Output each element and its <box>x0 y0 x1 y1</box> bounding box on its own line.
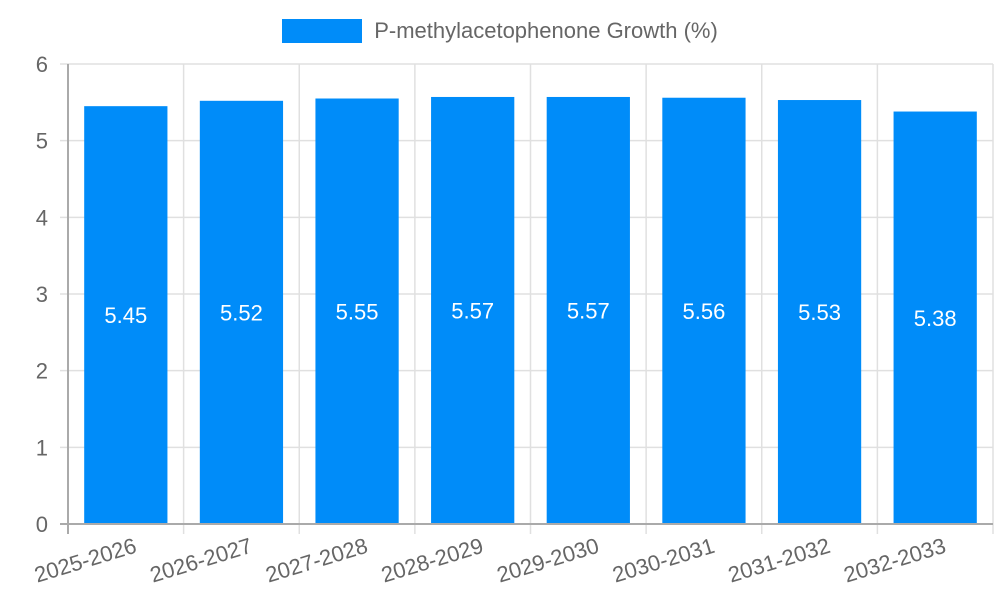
x-tick-label: 2029-2030 <box>494 533 602 588</box>
data-labels: 5.45 5.52 5.55 5.57 5.57 5.56 5.53 5.38 <box>104 298 956 330</box>
y-tick-label: 2 <box>36 359 48 384</box>
bar[interactable] <box>662 97 746 524</box>
bar[interactable] <box>315 98 399 525</box>
bar-value-label: 5.53 <box>798 300 841 325</box>
x-tick-label: 2032-2033 <box>841 533 949 588</box>
x-tick-label: 2026-2027 <box>147 533 255 588</box>
chart-legend: P-methylacetophenone Growth (%) <box>0 18 1000 44</box>
legend-swatch[interactable] <box>282 19 363 43</box>
bar[interactable] <box>84 106 168 525</box>
x-tick-label: 2030-2031 <box>609 533 717 588</box>
bar-value-label: 5.57 <box>567 298 610 323</box>
bar-value-label: 5.57 <box>451 298 494 323</box>
bar-value-label: 5.55 <box>336 299 379 324</box>
y-tick-label: 0 <box>36 512 48 537</box>
x-tick-label: 2028-2029 <box>378 533 486 588</box>
bar[interactable] <box>777 100 862 525</box>
bar-value-label: 5.38 <box>914 306 957 331</box>
bar[interactable] <box>199 100 284 525</box>
bars <box>84 96 977 525</box>
bar[interactable] <box>546 96 630 524</box>
y-tick-label: 1 <box>36 435 48 460</box>
bar-value-label: 5.52 <box>220 300 263 325</box>
y-tick-label: 3 <box>36 282 48 307</box>
bar[interactable] <box>431 96 515 524</box>
y-tick-label: 6 <box>36 52 48 77</box>
x-tick-label: 2027-2028 <box>263 533 371 588</box>
legend-label: P-methylacetophenone Growth (%) <box>374 18 718 43</box>
x-tick-label: 2025-2026 <box>31 533 139 588</box>
bar-value-label: 5.56 <box>683 299 726 324</box>
bar[interactable] <box>893 111 977 525</box>
y-tick-label: 4 <box>36 205 48 230</box>
y-tick-label: 5 <box>36 129 48 154</box>
bar-value-label: 5.45 <box>104 303 147 328</box>
x-tick-label: 2031-2032 <box>725 533 833 588</box>
